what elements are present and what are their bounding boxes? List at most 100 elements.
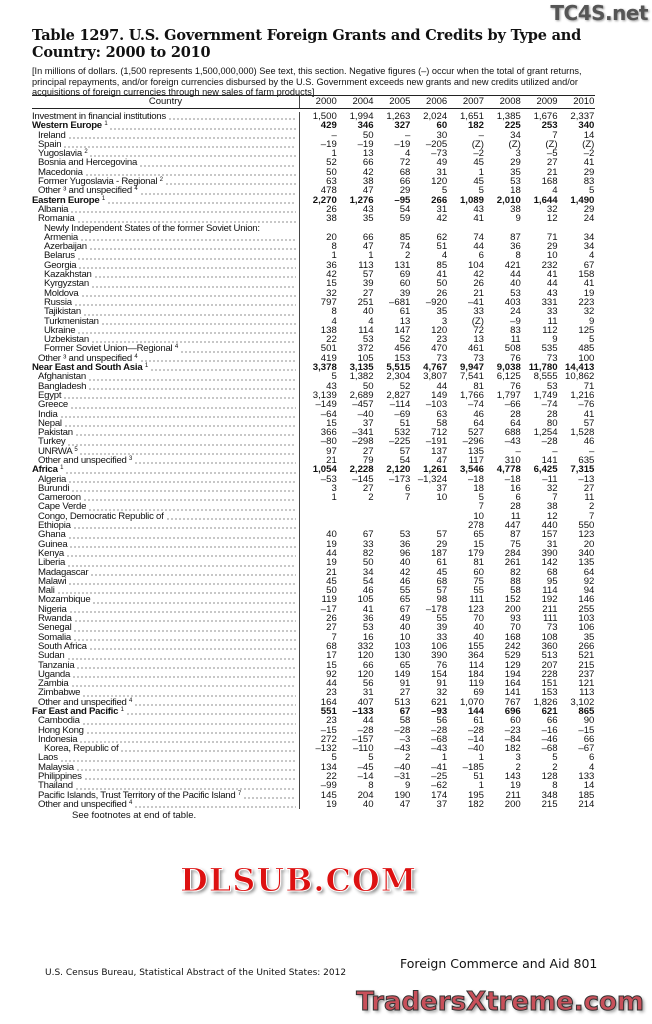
value-cell: 46: [583, 436, 595, 448]
value-cell: 10: [546, 250, 558, 262]
row-label-text: Liberia: [38, 557, 66, 569]
value-cell: 41: [583, 157, 595, 169]
value-cell: 340: [578, 120, 595, 132]
row-label-text: Mali: [38, 585, 55, 597]
value-cell: (Z): [582, 138, 595, 150]
value-cell: –18: [504, 473, 521, 485]
row-label-text: Nigeria: [38, 603, 67, 615]
value-cell: –40: [357, 408, 374, 420]
value-cell: 38: [326, 213, 337, 225]
table-row: Turkmenistan 4 4 13 3 (Z) –9 11 9: [32, 315, 595, 327]
dot-leader: [75, 769, 296, 772]
value-cell: 33: [362, 538, 374, 550]
row-label: Pakistan: [38, 428, 73, 438]
value-cell: 346: [357, 120, 374, 132]
value-cell: 79: [362, 454, 374, 466]
row-label: Other and unspecified 4: [38, 800, 132, 810]
row-label-text: Albania: [38, 203, 69, 215]
column-header-year: 2006: [426, 96, 448, 107]
value-cell: 64: [473, 417, 484, 429]
table-row: Rwanda 26 36 49 55 70 93 111 103: [32, 614, 595, 624]
dot-leader: [139, 164, 296, 167]
row-label-cell: Former Soviet Union—Regional 4: [32, 344, 300, 354]
value-cell: 137: [431, 445, 448, 457]
row-label: Cape Verde: [38, 502, 86, 512]
dot-leader: [73, 620, 296, 623]
value-cell: 7,541: [459, 371, 484, 383]
value-cell: –40: [394, 761, 411, 773]
value-cell: 261: [504, 557, 521, 569]
value-cell: 45: [436, 566, 448, 578]
value-cell: 1,276: [349, 194, 374, 206]
value-cell: 215: [578, 659, 595, 671]
value-cell: 103: [394, 640, 411, 652]
value-cell: 215: [541, 798, 558, 810]
row-label-cell: Belarus: [32, 251, 300, 261]
value-cell: 54: [399, 203, 411, 215]
table-row: Pacific Islands, Trust Territory of the …: [32, 790, 595, 800]
dot-leader: [73, 304, 296, 307]
value-cell: –95: [394, 194, 411, 206]
value-cell: 63: [326, 176, 337, 188]
value-cell: 4,767: [423, 362, 448, 374]
value-cell: 9,947: [459, 362, 484, 374]
value-cell: 106: [578, 622, 595, 634]
table-row: South Africa 68 332 103 106 155 242 360 266: [32, 640, 595, 652]
value-cell: 23: [326, 715, 337, 727]
value-cell: 58: [510, 585, 521, 597]
dot-leader: [74, 434, 296, 437]
row-label-cell: Western Europe 1: [32, 121, 300, 131]
value-cell: 27: [362, 445, 374, 457]
value-cell: 62: [436, 231, 448, 243]
value-cell: 33: [546, 306, 558, 318]
value-cell: 92: [326, 668, 337, 680]
row-label: Uzbekistan: [44, 335, 89, 345]
row-label-cell: Thailand: [32, 781, 300, 791]
table-row: Uzbekistan 22 53 52 23 13 11 9 5: [32, 335, 595, 345]
row-label-cell: Far East and Pacific 1: [32, 707, 300, 716]
value-cell: 149: [394, 668, 411, 680]
value-cell: –66: [504, 399, 521, 411]
row-label-text: Africa: [32, 464, 58, 476]
value-cell: –15: [320, 724, 337, 736]
dot-leader: [82, 499, 296, 502]
value-cell: –11: [542, 473, 558, 485]
value-cell: 33: [436, 631, 448, 643]
row-label: Rwanda: [38, 614, 72, 624]
value-cell: 429: [320, 120, 337, 132]
value-cell: 5: [478, 185, 484, 197]
value-cell: 51: [399, 417, 411, 429]
value-cell: 29: [546, 241, 558, 253]
value-cell: 104: [467, 259, 484, 271]
value-cell: 42: [436, 213, 448, 225]
value-cell: 2,120: [386, 464, 411, 476]
value-cell: 36: [399, 538, 411, 550]
value-cell: 29: [510, 157, 521, 169]
value-cell: 111: [469, 594, 484, 606]
value-cell: 1,261: [423, 464, 448, 476]
row-label-cell: Near East and South Asia 1: [32, 363, 300, 372]
value-cell: 4: [589, 250, 595, 262]
value-cell: 6: [478, 250, 484, 262]
value-cell: 66: [399, 176, 411, 188]
table-row: Former Yugoslavia - Regional 2 63 38 66 120 4…: [32, 176, 595, 188]
row-label-cell: Philippines: [32, 772, 300, 781]
row-label-text: Guinea: [38, 538, 68, 550]
value-cell: 41: [583, 408, 595, 420]
value-cell: 154: [431, 668, 448, 680]
dot-leader: [70, 685, 296, 688]
value-cell: 2,827: [386, 389, 411, 401]
row-label-cell: Mozambique: [32, 595, 300, 605]
value-cell: –225: [389, 436, 411, 448]
table-row: Liberia 19 50 40 61 81 261 142 135: [32, 557, 595, 569]
table-row: Thailand –99 8 9 –62 1 19 8 14: [32, 781, 595, 791]
row-label-text: Malaysia: [38, 761, 74, 773]
dot-leader: [69, 545, 296, 548]
row-label-text: Turkmenistan: [44, 315, 99, 327]
value-cell: 8,555: [533, 371, 558, 383]
value-cell: 284: [504, 547, 521, 559]
value-cell: 1,528: [570, 427, 595, 439]
row-label: South Africa: [38, 642, 87, 652]
value-cell: –205: [425, 138, 448, 150]
row-label-text: Tanzania: [38, 659, 75, 671]
